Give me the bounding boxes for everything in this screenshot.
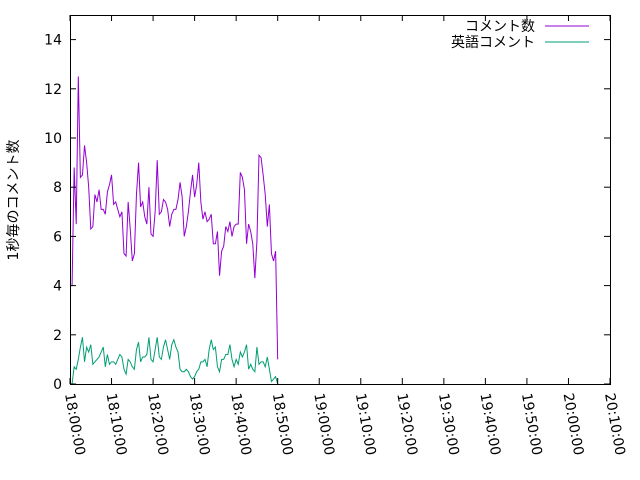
series-line-1 bbox=[70, 337, 279, 385]
y-tick-label: 6 bbox=[53, 229, 62, 245]
y-tick-label: 8 bbox=[53, 180, 62, 196]
y-tick-label: 10 bbox=[44, 131, 62, 147]
series-layer bbox=[70, 76, 279, 385]
y-tick-label: 4 bbox=[53, 279, 62, 295]
y-tick-label: 2 bbox=[53, 328, 62, 344]
legend-label-0: コメント数 bbox=[465, 19, 535, 35]
series-line-0 bbox=[70, 76, 279, 360]
plot-frame bbox=[70, 15, 611, 385]
legend-label-1: 英語コメント bbox=[451, 34, 535, 51]
y-tick-label: 0 bbox=[53, 377, 62, 393]
y-tick-label: 12 bbox=[44, 82, 62, 98]
y-tick-label: 14 bbox=[44, 33, 62, 49]
y-axis-label: 1秒毎のコメント数 bbox=[6, 140, 22, 261]
